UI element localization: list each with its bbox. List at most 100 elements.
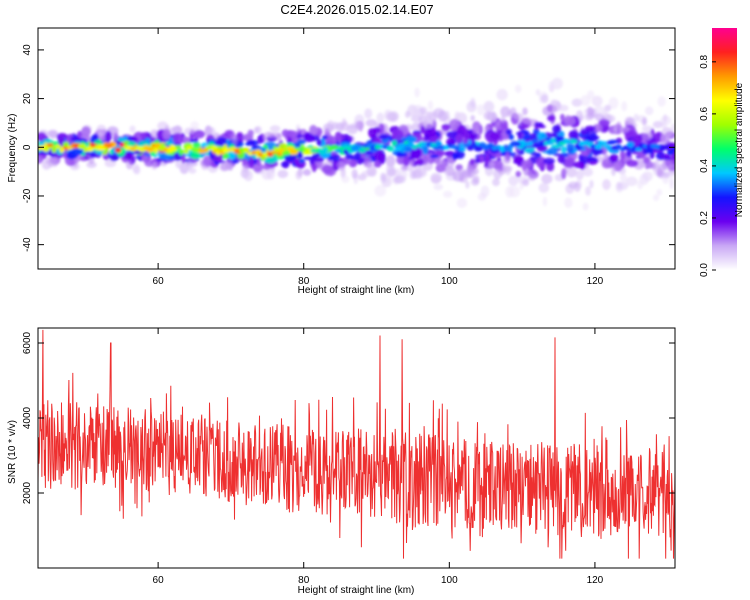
spectrogram-heatmap bbox=[38, 77, 675, 211]
heatmap-cell bbox=[281, 150, 291, 156]
heatmap-cell bbox=[391, 140, 398, 147]
heatmap-cell bbox=[146, 147, 155, 153]
heatmap-cell bbox=[181, 153, 186, 164]
heatmap-cell bbox=[580, 128, 588, 136]
snr-series-line bbox=[38, 329, 675, 559]
heatmap-cell bbox=[286, 130, 298, 138]
heatmap-cell bbox=[380, 175, 387, 183]
heatmap-cell bbox=[446, 165, 454, 177]
heatmap-cell bbox=[496, 88, 508, 101]
heatmap-cell bbox=[368, 129, 377, 138]
heatmap-cell bbox=[659, 153, 671, 159]
heatmap-cell bbox=[385, 163, 396, 176]
heatmap-cell bbox=[364, 108, 373, 119]
snr-x-tick-label: 120 bbox=[587, 575, 604, 586]
heatmap-cell bbox=[266, 168, 276, 180]
heatmap-cell bbox=[420, 125, 426, 134]
heatmap-cell bbox=[414, 87, 420, 98]
heatmap-cell bbox=[500, 115, 506, 123]
heatmap-cell bbox=[496, 157, 502, 161]
heatmap-cell bbox=[62, 141, 70, 147]
heatmap-cell bbox=[470, 115, 476, 122]
heatmap-cell bbox=[332, 153, 337, 163]
heatmap-cell bbox=[50, 131, 57, 139]
heatmap-cell bbox=[534, 122, 544, 127]
heatmap-cell bbox=[549, 84, 555, 93]
heatmap-cell bbox=[194, 137, 199, 144]
heatmap-cell bbox=[257, 135, 263, 144]
heatmap-cell bbox=[404, 110, 411, 119]
heatmap-cell bbox=[619, 126, 630, 133]
heatmap-cell bbox=[671, 147, 675, 151]
spectrogram-x-tick-label: 60 bbox=[153, 276, 165, 287]
heatmap-cell bbox=[456, 198, 468, 208]
heatmap-cell bbox=[332, 121, 339, 130]
heatmap-cell bbox=[190, 121, 199, 129]
heatmap-cell bbox=[109, 153, 119, 162]
heatmap-cell bbox=[470, 158, 475, 166]
heatmap-cell bbox=[59, 147, 65, 153]
heatmap-cell bbox=[591, 135, 600, 140]
heatmap-cell bbox=[269, 125, 281, 133]
heatmap-cell bbox=[557, 155, 566, 164]
heatmap-cell bbox=[586, 157, 598, 162]
heatmap-cell bbox=[174, 145, 182, 149]
heatmap-cell bbox=[527, 140, 534, 147]
heatmap-cell bbox=[550, 99, 558, 106]
heatmap-cell bbox=[190, 151, 201, 160]
heatmap-cell bbox=[513, 155, 524, 164]
heatmap-cell bbox=[427, 100, 434, 111]
heatmap-cell bbox=[373, 160, 382, 168]
heatmap-cell bbox=[430, 175, 441, 184]
heatmap-cell bbox=[186, 159, 193, 171]
heatmap-cell bbox=[403, 155, 410, 167]
heatmap-cell bbox=[434, 141, 442, 146]
heatmap-cell bbox=[365, 119, 377, 127]
heatmap-cell bbox=[474, 146, 483, 152]
colorbar-tick-label: 0.8 bbox=[699, 54, 710, 68]
heatmap-cell bbox=[303, 156, 315, 161]
heatmap-cell bbox=[566, 143, 575, 149]
heatmap-cell bbox=[374, 149, 384, 161]
heatmap-cell bbox=[125, 160, 134, 170]
heatmap-cell bbox=[625, 176, 638, 187]
heatmap-cell bbox=[70, 136, 80, 142]
heatmap-cell bbox=[568, 181, 578, 189]
heatmap-cell bbox=[514, 84, 522, 93]
heatmap-cell bbox=[562, 138, 571, 144]
colorbar: 0.0 0.2 0.4 0.6 0.8 Normalized spectral ampl… bbox=[699, 28, 745, 277]
heatmap-cell bbox=[46, 143, 54, 147]
colorbar-label: Normalized spectral amplitude bbox=[734, 82, 745, 217]
heatmap-cell bbox=[181, 136, 191, 144]
heatmap-cell bbox=[541, 173, 553, 184]
heatmap-cell bbox=[433, 108, 445, 119]
heatmap-cell bbox=[433, 184, 444, 191]
heatmap-cell bbox=[587, 107, 595, 116]
heatmap-cell bbox=[358, 147, 367, 154]
spectrogram-y-tick-label: 20 bbox=[22, 93, 33, 105]
heatmap-cell bbox=[299, 158, 305, 164]
heatmap-cell bbox=[557, 104, 569, 112]
heatmap-cell bbox=[336, 161, 346, 169]
heatmap-cell bbox=[571, 98, 583, 107]
heatmap-cell bbox=[412, 104, 424, 117]
heatmap-cell bbox=[316, 139, 322, 147]
heatmap-cell bbox=[323, 123, 334, 133]
spectrogram-x-tick-label: 120 bbox=[587, 276, 604, 287]
heatmap-cell bbox=[213, 152, 223, 163]
heatmap-cell bbox=[604, 155, 610, 163]
heatmap-cell bbox=[424, 133, 430, 141]
heatmap-cell bbox=[572, 161, 585, 169]
heatmap-cell bbox=[334, 131, 342, 142]
heatmap-cell bbox=[296, 139, 306, 145]
heatmap-cell bbox=[227, 151, 236, 160]
chart-title: C2E4.2026.015.02.14.E07 bbox=[280, 2, 433, 17]
heatmap-cell bbox=[542, 196, 548, 207]
heatmap-cell bbox=[563, 167, 568, 175]
heatmap-cell bbox=[547, 115, 556, 122]
heatmap-cell bbox=[467, 129, 474, 134]
heatmap-cell bbox=[521, 135, 533, 140]
heatmap-cell bbox=[443, 145, 450, 150]
heatmap-cell bbox=[602, 179, 611, 191]
heatmap-cell bbox=[637, 180, 644, 190]
